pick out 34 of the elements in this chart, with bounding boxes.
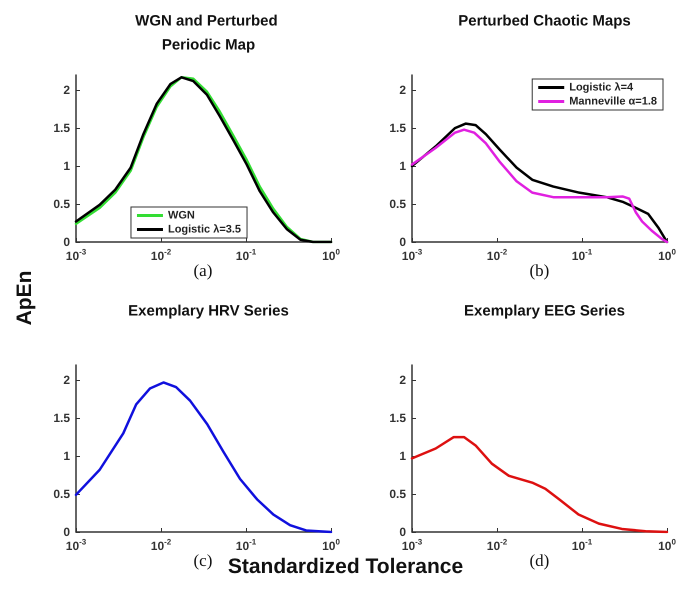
legend-label: Manneville α=1.8 bbox=[569, 96, 658, 108]
y-tick-label: 1.5 bbox=[389, 121, 406, 136]
y-tick-label: 2 bbox=[63, 373, 70, 388]
chart-title: Exemplary EEG Series bbox=[464, 302, 625, 320]
chart-title: Perturbed Chaotic Maps bbox=[458, 12, 631, 30]
chart-title: WGN and Perturbed Periodic Map bbox=[135, 12, 282, 54]
y-tick-label: 1 bbox=[63, 449, 70, 464]
x-axis-title: Standardized Tolerance bbox=[228, 555, 464, 578]
y-tick-label: 0.5 bbox=[389, 197, 406, 212]
legend-label: Logistic λ=3.5 bbox=[168, 224, 242, 236]
text: (b) bbox=[530, 261, 550, 280]
y-tick-label: 1 bbox=[63, 159, 70, 174]
text: (c) bbox=[194, 551, 212, 570]
y-tick-label: 0.5 bbox=[53, 487, 70, 502]
y-tick-label: 0.5 bbox=[53, 197, 70, 212]
y-tick-label: 2 bbox=[399, 373, 406, 388]
y-tick-label: 0 bbox=[399, 525, 406, 539]
legend-label: Logistic λ=4 bbox=[569, 82, 634, 94]
y-tick-label: 0.5 bbox=[389, 487, 406, 502]
text: (a) bbox=[194, 261, 212, 280]
text: (d) bbox=[530, 551, 550, 570]
legend-label: WGN bbox=[168, 210, 195, 222]
y-tick-label: 1.5 bbox=[389, 411, 406, 426]
y-tick-label: 1.5 bbox=[53, 411, 70, 426]
y-tick-label: 0 bbox=[63, 525, 70, 539]
y-tick-label: 2 bbox=[63, 83, 70, 98]
y-axis-title: ApEn bbox=[12, 270, 37, 326]
y-tick-label: 2 bbox=[399, 83, 406, 98]
y-tick-label: 1 bbox=[399, 159, 406, 174]
y-tick-label: 1.5 bbox=[53, 121, 70, 136]
y-tick-label: 0 bbox=[399, 235, 406, 249]
chart-title: Exemplary HRV Series bbox=[128, 302, 289, 320]
y-tick-label: 0 bbox=[63, 235, 70, 249]
y-tick-label: 1 bbox=[399, 449, 406, 464]
